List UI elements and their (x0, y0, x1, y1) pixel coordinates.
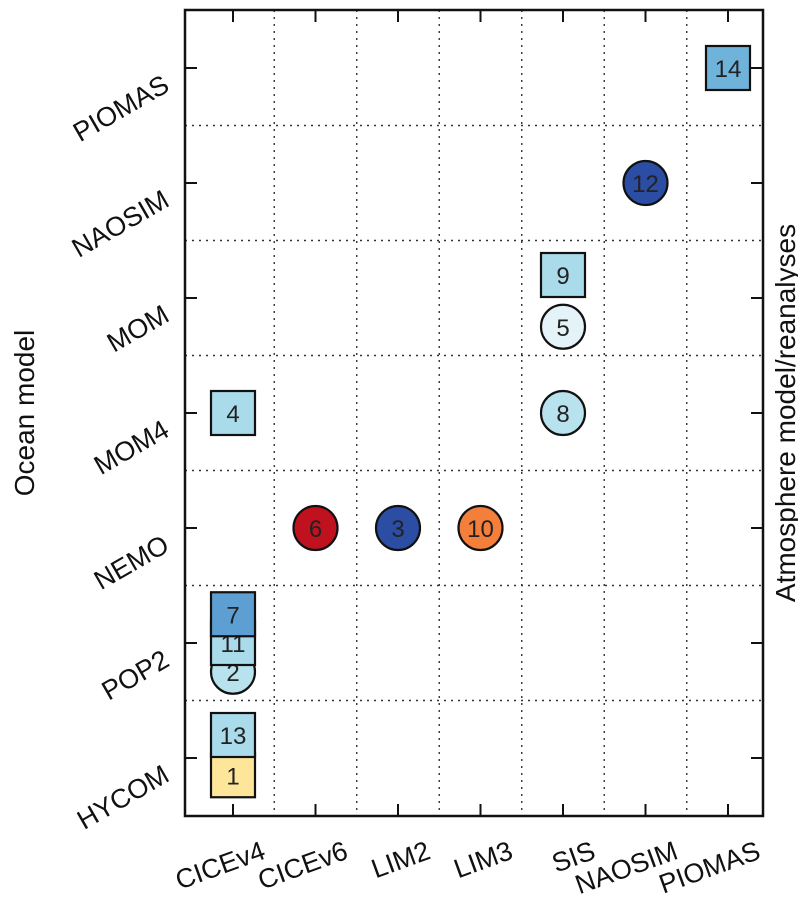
y-tick-label: PIOMAS (68, 69, 174, 147)
data-label: 5 (556, 315, 569, 342)
y-tick-label: MOM (102, 299, 174, 358)
data-point-6: 6 (292, 504, 339, 552)
axis-ticks (185, 10, 763, 816)
data-point-4: 4 (209, 389, 257, 437)
data-label: 14 (715, 56, 742, 83)
y-tick-label: HYCOM (72, 759, 174, 835)
y-tick-label: NEMO (89, 529, 174, 595)
data-label: 3 (391, 516, 404, 543)
x-tick-label: LIM2 (367, 835, 434, 884)
y2-axis-label: Atmosphere model/reanalyses (770, 224, 798, 602)
data-point-10: 10 (457, 504, 504, 552)
y-tick-label: MOM4 (89, 414, 174, 480)
plot-frame (183, 8, 765, 818)
square-marker (209, 389, 257, 437)
circle-marker (539, 389, 587, 437)
data-label: 9 (556, 263, 569, 290)
square-marker (539, 251, 587, 299)
circle-marker (539, 303, 587, 350)
square-marker (209, 711, 257, 759)
x-tick-label: CICEv6 (254, 835, 352, 895)
circle-marker (457, 504, 504, 552)
grid-lines (185, 10, 763, 816)
data-point-5: 5 (539, 303, 587, 350)
data-point-9: 9 (539, 251, 587, 299)
data-point-8: 8 (539, 389, 587, 437)
data-label: 2 (226, 660, 239, 687)
y-axis-label: Ocean model (9, 330, 40, 497)
data-point-3: 3 (374, 504, 422, 552)
data-label: 10 (467, 516, 494, 543)
square-marker (209, 752, 257, 799)
data-label: 1 (226, 763, 239, 790)
y-tick-labels: HYCOM POP2 NEMO MOM4 MOM NAOSIM PIOMAS (67, 69, 174, 835)
data-point-14: 14 (704, 44, 752, 92)
x-tick-label: CICEv4 (171, 835, 269, 895)
data-label: 12 (632, 171, 659, 198)
y-tick-label: NAOSIM (67, 184, 174, 263)
circle-marker (622, 159, 669, 207)
data-label: 8 (556, 401, 569, 428)
data-label: 13 (220, 723, 247, 750)
y-tick-label: POP2 (97, 644, 174, 706)
data-label: 4 (226, 401, 239, 428)
data-label: 6 (309, 516, 322, 543)
square-marker (209, 591, 257, 638)
circle-marker (374, 504, 422, 552)
x-tick-label: LIM3 (450, 835, 517, 884)
data-point-7: 7 (209, 591, 257, 638)
data-label: 7 (226, 602, 239, 629)
data-point-1: 1 (209, 752, 257, 799)
circle-marker (292, 504, 339, 552)
data-point-13: 13 (209, 711, 257, 759)
data-point-12: 12 (622, 159, 669, 207)
square-marker (704, 44, 752, 92)
